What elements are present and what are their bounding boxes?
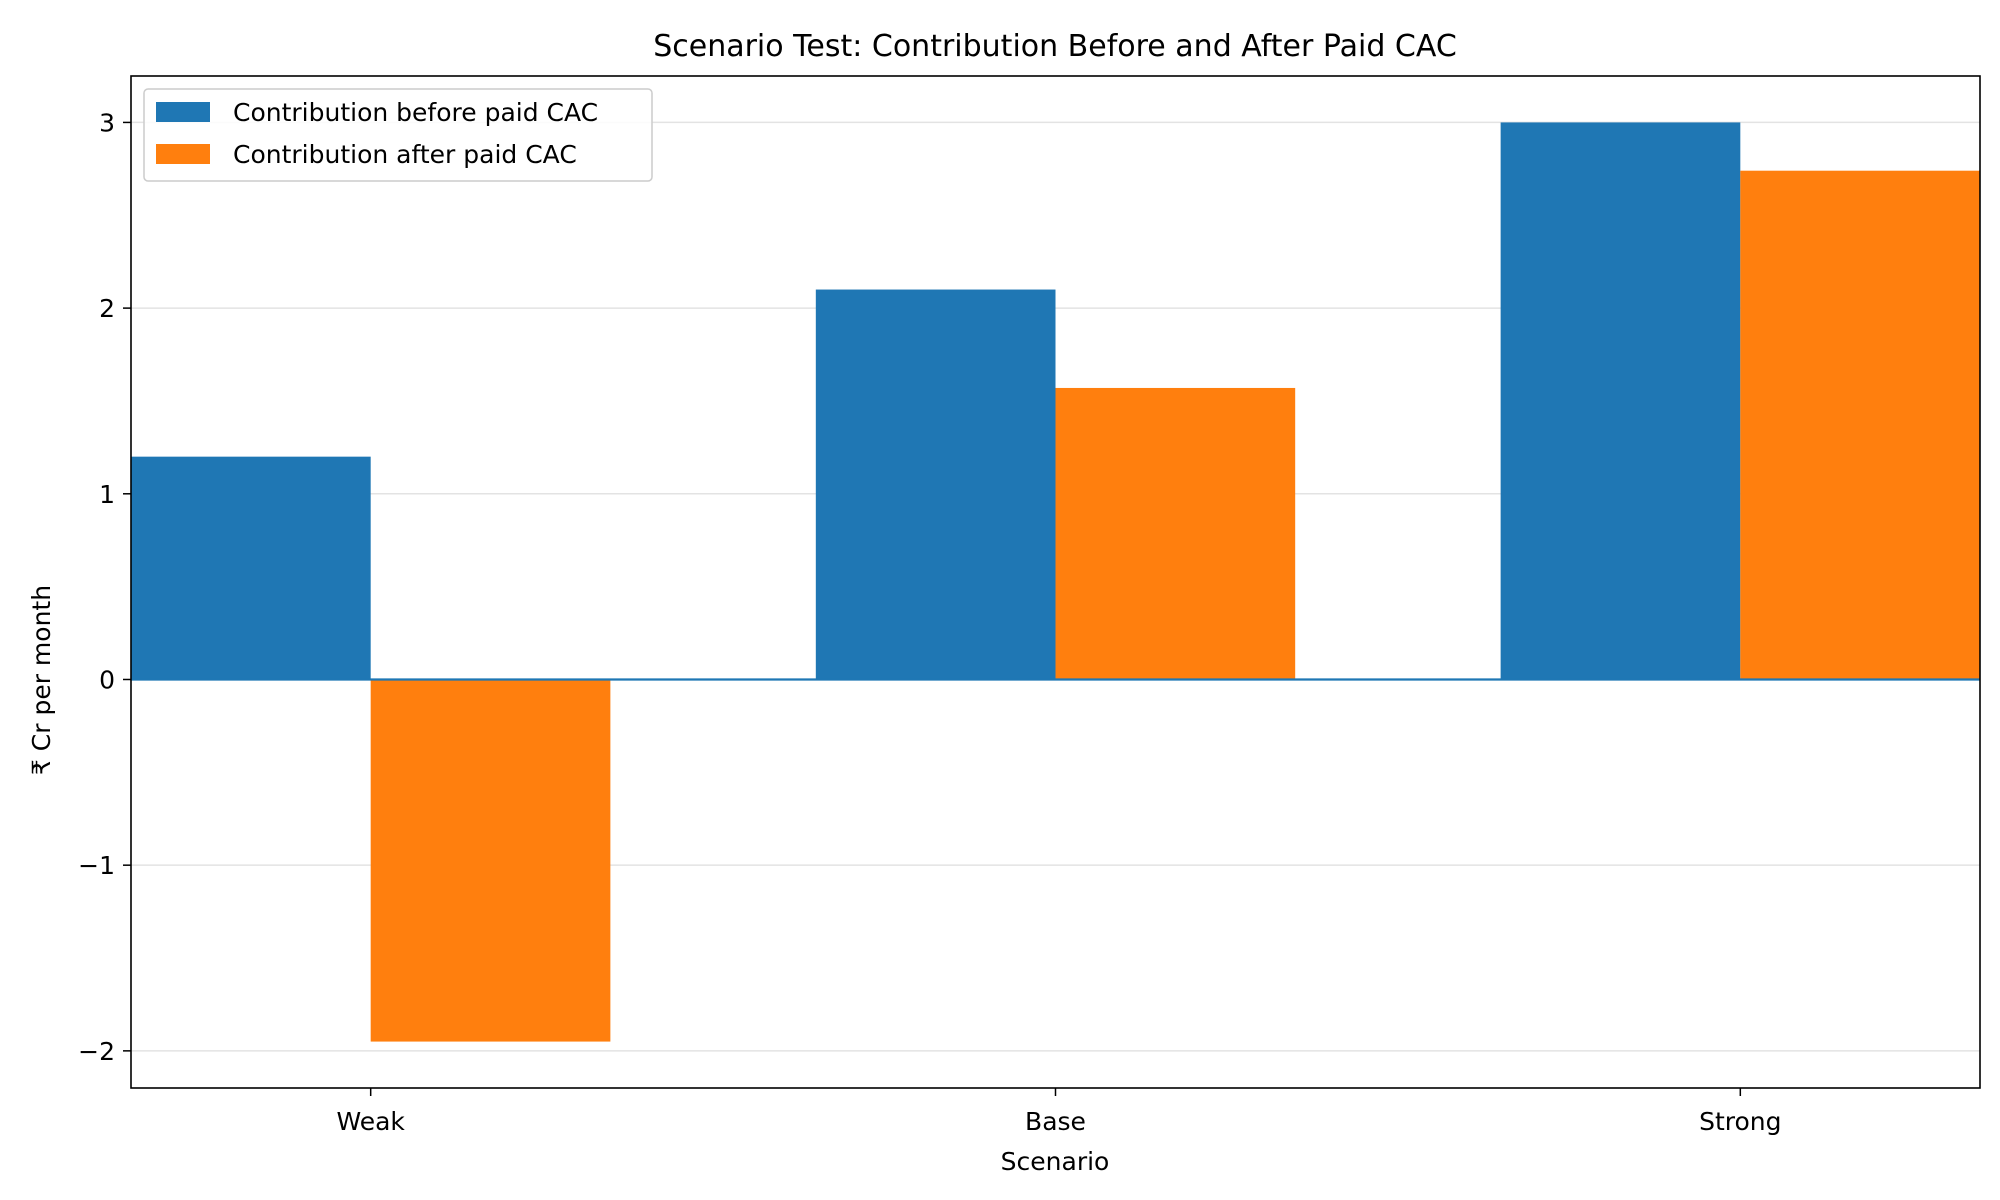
y-axis: −2 −1 0 1 2 3 — [78, 108, 131, 1066]
x-axis-label: Scenario — [1001, 1147, 1110, 1176]
legend-box — [143, 88, 653, 182]
bar-before-strong — [1500, 122, 1741, 680]
bar-after-base — [1055, 387, 1296, 680]
chart-title: Scenario Test: Contribution Before and A… — [653, 29, 1457, 64]
y-axis-label: ₹ Cr per month — [27, 585, 56, 775]
bar-before-weak — [131, 456, 371, 680]
x-tick-label: Strong — [1699, 1107, 1781, 1136]
legend-entry-label: Contribution after paid CAC — [233, 140, 577, 169]
y-tick-label: −1 — [78, 851, 115, 880]
x-axis: Weak Base Strong — [336, 1088, 1782, 1136]
y-tick-label: 2 — [99, 294, 115, 323]
legend-swatch — [156, 102, 210, 122]
bar-after-strong — [1740, 170, 1980, 680]
legend-entry-label: Contribution before paid CAC — [233, 98, 598, 127]
y-tick-label: 1 — [99, 480, 115, 509]
legend: Contribution before paid CAC Contribution… — [143, 88, 653, 182]
bar-before-base — [815, 289, 1056, 680]
bar-after-weak — [370, 679, 611, 1042]
x-tick-label: Base — [1025, 1107, 1086, 1136]
y-tick-label: 3 — [99, 108, 115, 137]
legend-swatch — [156, 144, 210, 164]
y-tick-label: 0 — [99, 665, 115, 694]
bars — [131, 122, 1980, 1042]
y-tick-label: −2 — [78, 1037, 115, 1066]
x-tick-label: Weak — [336, 1107, 405, 1136]
